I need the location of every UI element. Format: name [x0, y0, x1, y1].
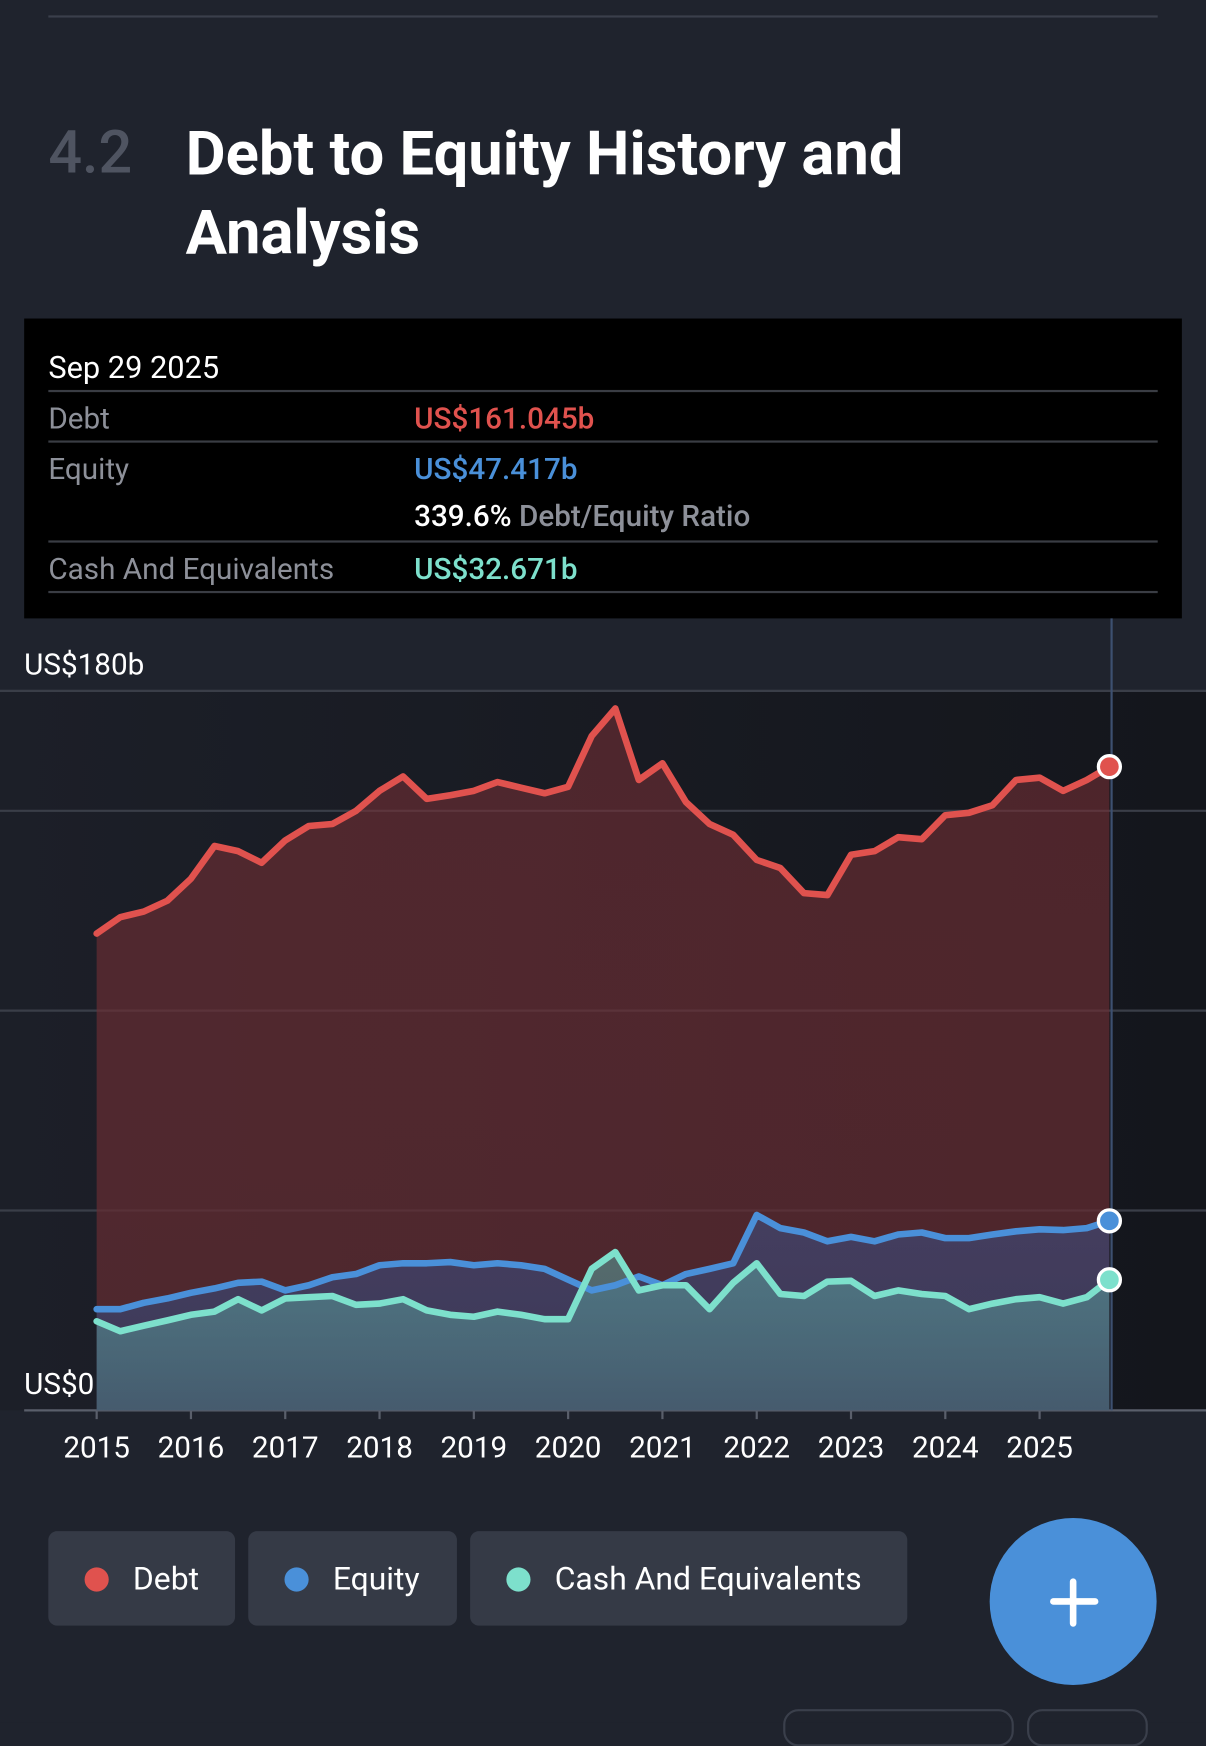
series-line — [93, 1248, 1113, 1335]
x-tick-label: 2022 — [723, 1431, 790, 1466]
series-area — [96, 1252, 1110, 1411]
series-line — [93, 1211, 1113, 1313]
x-tick-label: 2019 — [441, 1431, 508, 1466]
x-tick-label: 2020 — [535, 1431, 602, 1466]
row-label: Debt — [48, 400, 110, 437]
legend-label: Equity — [332, 1560, 420, 1599]
series-line — [93, 705, 1113, 937]
tooltip-row: Cash And Equivalents US$32.671b — [48, 540, 1158, 594]
x-tick-label: 2016 — [158, 1431, 225, 1466]
legend-label: Debt — [132, 1560, 200, 1599]
x-tick-label: 2023 — [818, 1431, 885, 1466]
divider — [48, 15, 1158, 18]
legend-item[interactable]: Debt — [48, 1531, 236, 1626]
legend-dot — [506, 1567, 531, 1592]
tooltip-date: Sep 29 2025 — [48, 349, 220, 386]
x-tick-label: 2018 — [346, 1431, 413, 1466]
legend-item[interactable]: Cash And Equivalents — [470, 1531, 908, 1626]
section-title: Debt to Equity History and Analysis — [185, 117, 904, 270]
y-tick-label: US$0 — [24, 1367, 94, 1402]
row-label: Cash And Equivalents — [48, 551, 335, 587]
legend-dot — [284, 1567, 309, 1592]
legend-label: Cash And Equivalents — [554, 1560, 862, 1599]
x-tick-label: 2024 — [912, 1431, 979, 1466]
legend-item[interactable]: Equity — [248, 1531, 457, 1626]
end-point — [1096, 1208, 1123, 1234]
ratio: 339.6% Debt/Equity Ratio — [414, 499, 750, 534]
row-label: Equity — [48, 451, 130, 487]
ratio-value: 339.6% — [414, 498, 512, 534]
y-tick-label: US$180b — [24, 648, 144, 683]
x-tick-label: 2021 — [629, 1431, 696, 1466]
row-value: US$161.045b — [414, 400, 595, 437]
x-tick-label: 2025 — [1006, 1431, 1073, 1466]
tooltip: Sep 29 2025 Debt US$161.045b Equity US$4… — [24, 318, 1182, 619]
ratio-label: Debt/Equity Ratio — [518, 498, 751, 534]
end-point — [1096, 1267, 1123, 1293]
button-stub — [783, 1709, 1014, 1746]
tooltip-row: Debt US$161.045b — [48, 389, 1158, 441]
row-value: US$32.671b — [414, 551, 578, 587]
x-tick-label: 2015 — [63, 1431, 130, 1466]
x-tick-label: 2017 — [252, 1431, 319, 1466]
legend-dot — [84, 1567, 109, 1592]
button-stub — [1027, 1709, 1148, 1746]
row-value: US$47.417b — [414, 451, 578, 487]
section-number: 4.2 — [48, 118, 133, 188]
add-button[interactable] — [989, 1517, 1157, 1685]
tooltip-row: Equity US$47.417b — [48, 440, 1158, 541]
end-point — [1096, 754, 1123, 780]
